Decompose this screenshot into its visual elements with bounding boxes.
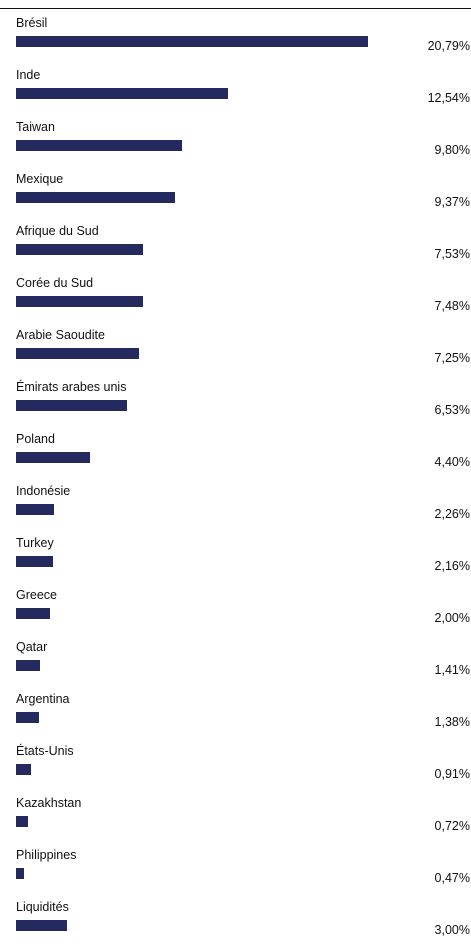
value-label: 2,00% <box>434 611 470 625</box>
chart-row: États-Unis 0,91% <box>0 743 471 795</box>
value-label: 6,53% <box>434 403 470 417</box>
category-label: Taiwan <box>16 120 55 134</box>
chart-row: Brésil 20,79% <box>0 15 471 67</box>
top-rule <box>0 8 471 9</box>
chart-row: Afrique du Sud 7,53% <box>0 223 471 275</box>
bar <box>16 244 143 255</box>
chart-row: Argentina 1,38% <box>0 691 471 743</box>
bar <box>16 504 54 515</box>
chart-row: Greece 2,00% <box>0 587 471 639</box>
chart-row: Émirats arabes unis 6,53% <box>0 379 471 431</box>
chart-row: Philippines 0,47% <box>0 847 471 899</box>
bar <box>16 712 39 723</box>
value-label: 1,41% <box>434 663 470 677</box>
bar <box>16 452 90 463</box>
chart-row: Mexique 9,37% <box>0 171 471 223</box>
value-label: 3,00% <box>434 923 470 937</box>
value-label: 0,72% <box>434 819 470 833</box>
bar <box>16 660 40 671</box>
bar <box>16 348 139 359</box>
value-label: 7,53% <box>434 247 470 261</box>
chart-row: Kazakhstan 0,72% <box>0 795 471 847</box>
bar <box>16 608 50 619</box>
chart-row: Liquidités 3,00% <box>0 899 471 951</box>
category-label: Qatar <box>16 640 48 654</box>
chart-row: Arabie Saoudite 7,25% <box>0 327 471 379</box>
category-label: Indonésie <box>16 484 71 498</box>
category-label: Kazakhstan <box>16 796 82 810</box>
category-label: Philippines <box>16 848 77 862</box>
value-label: 9,37% <box>434 195 470 209</box>
category-label: Mexique <box>16 172 64 186</box>
chart-row: Poland 4,40% <box>0 431 471 483</box>
category-label: Poland <box>16 432 55 446</box>
chart-row: Taiwan 9,80% <box>0 119 471 171</box>
chart-row: Inde 12,54% <box>0 67 471 119</box>
value-label: 4,40% <box>434 455 470 469</box>
chart-row: Qatar 1,41% <box>0 639 471 691</box>
bar <box>16 764 31 775</box>
value-label: 0,47% <box>434 871 470 885</box>
bar <box>16 36 368 47</box>
value-label: 12,54% <box>427 91 470 105</box>
bar <box>16 140 182 151</box>
value-label: 2,26% <box>434 507 470 521</box>
bar <box>16 868 24 879</box>
value-label: 20,79% <box>427 39 470 53</box>
chart-row: Turkey 2,16% <box>0 535 471 587</box>
allocation-bar-chart: Brésil 20,79% Inde 12,54% Taiwan 9,80% Mexique… <box>0 8 471 937</box>
value-label: 7,25% <box>434 351 470 365</box>
category-label: États-Unis <box>16 744 74 758</box>
category-label: Arabie Saoudite <box>16 328 105 342</box>
category-label: Émirats arabes unis <box>16 380 127 394</box>
category-label: Brésil <box>16 16 48 30</box>
bar <box>16 400 127 411</box>
bar <box>16 556 53 567</box>
category-label: Inde <box>16 68 41 82</box>
chart-row: Indonésie 2,26% <box>0 483 471 535</box>
value-label: 0,91% <box>434 767 470 781</box>
value-label: 9,80% <box>434 143 470 157</box>
category-label: Afrique du Sud <box>16 224 99 238</box>
bar <box>16 192 175 203</box>
chart-row: Corée du Sud 7,48% <box>0 275 471 327</box>
value-label: 7,48% <box>434 299 470 313</box>
category-label: Greece <box>16 588 57 602</box>
category-label: Turkey <box>16 536 54 550</box>
bar <box>16 88 228 99</box>
category-label: Argentina <box>16 692 70 706</box>
value-label: 1,38% <box>434 715 470 729</box>
category-label: Corée du Sud <box>16 276 94 290</box>
bar <box>16 296 143 307</box>
value-label: 2,16% <box>434 559 470 573</box>
category-label: Liquidités <box>16 900 69 914</box>
bar <box>16 816 28 827</box>
